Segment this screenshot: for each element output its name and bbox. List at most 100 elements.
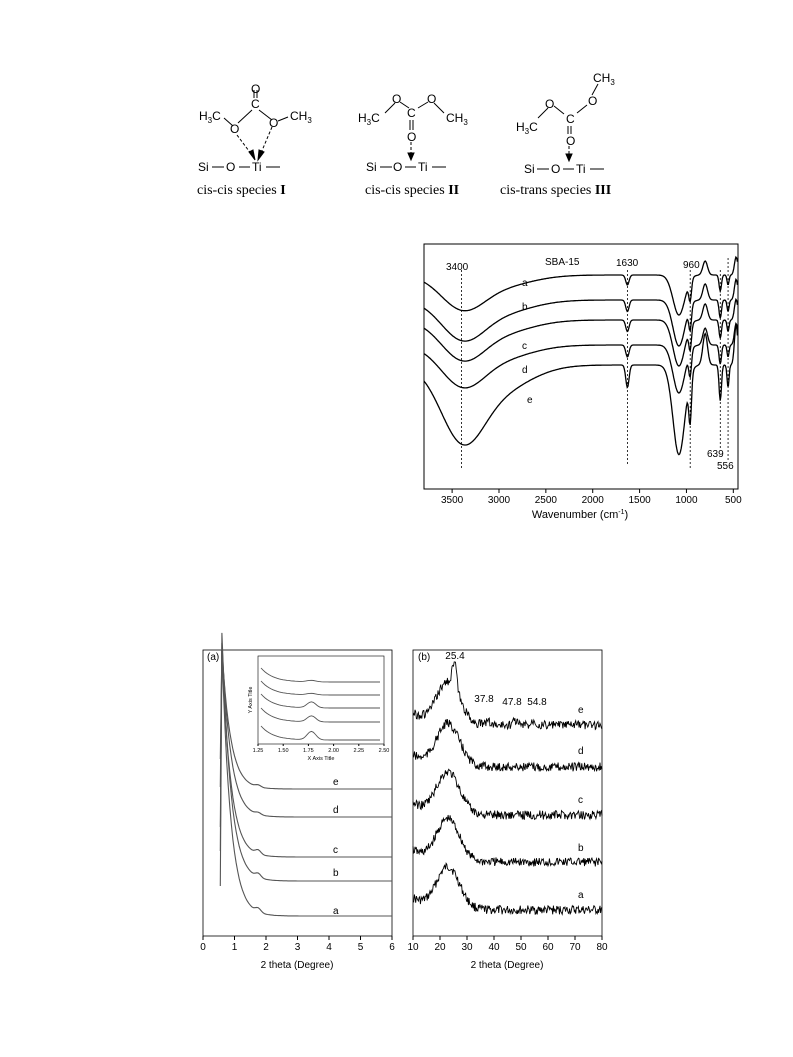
ftir-series-label: e — [527, 395, 533, 406]
ftir-annotation-label: 3400 — [446, 262, 469, 273]
atom-o: O — [566, 134, 575, 148]
xrd-annotation-label: 37.8 — [474, 694, 494, 705]
ftir-xlabel: Wavenumber (cm-1) — [532, 509, 628, 521]
xrd-series-line-d — [412, 718, 603, 773]
saxs-inset: 1.25 1.50 1.75 2.00 2.25 2.50 X Axis Title Y … — [248, 655, 390, 762]
atom-c: C — [566, 112, 575, 126]
atom-o: O — [226, 160, 235, 174]
atom-h3c: H3C — [516, 120, 538, 136]
structure-species-3 — [537, 83, 604, 170]
saxs-series-label: d — [333, 805, 339, 816]
ftir-x-tick-label: 1500 — [628, 495, 651, 506]
xrd-x-tick-label: 20 — [434, 942, 446, 953]
xrd-series-line-c — [412, 768, 603, 821]
xrd-panel-label: (b) — [418, 652, 430, 663]
xrd-series-label: a — [578, 890, 584, 901]
species-caption-2: cis-cis species II — [365, 183, 459, 198]
inset-x-tick-label: 1.75 — [303, 748, 314, 754]
saxs-panel-label: (a) — [207, 652, 219, 663]
xrd-plot-frame — [412, 649, 603, 937]
atom-h3c: H3C — [199, 109, 221, 125]
ftir-x-tick-label: 2500 — [535, 495, 558, 506]
xrd-series-label: b — [578, 843, 584, 854]
ftir-series-label: b — [522, 302, 528, 313]
ftir-x-tick-label: 2000 — [582, 495, 605, 506]
inset-series-line — [260, 667, 380, 683]
ftir-x-tick-label: 3000 — [488, 495, 511, 506]
structure-species-1 — [212, 90, 289, 168]
ftir-title: SBA-15 — [545, 257, 580, 268]
atom-h3c: H3C — [358, 111, 380, 127]
saxs-x-tick-label: 5 — [358, 942, 364, 953]
xrd-series-line-e — [412, 661, 603, 731]
ftir-series-label: d — [522, 365, 528, 376]
inset-x-tick-label: 2.25 — [353, 748, 364, 754]
ftir-series-line-d — [423, 321, 739, 394]
ftir-series-line-a — [423, 255, 739, 316]
atom-o: O — [392, 92, 401, 106]
xrd-x-tick-label: 70 — [569, 942, 581, 953]
ftir-series-line-c — [423, 297, 739, 367]
ftir-annotation-label: 556 — [717, 461, 734, 472]
xrd-annotation-label: 47.8 — [502, 697, 522, 708]
atom-o: O — [407, 130, 416, 144]
saxs-series-label: c — [333, 845, 338, 856]
saxs-x-tick-label: 2 — [263, 942, 269, 953]
saxs-x-tick-label: 3 — [295, 942, 301, 953]
ftir-annotation-label: 960 — [683, 260, 700, 271]
inset-series-line — [260, 725, 380, 741]
saxs-series-label: a — [333, 906, 339, 917]
atom-ti: Ti — [252, 160, 262, 174]
saxs-series-line-b — [219, 632, 392, 882]
atom-o: O — [545, 97, 554, 111]
xrd-annotation-label: 54.8 — [527, 697, 547, 708]
ftir-plot-frame — [423, 243, 739, 490]
atom-si: Si — [366, 160, 377, 174]
inset-x-tick-label: 1.50 — [278, 748, 289, 754]
atom-o: O — [251, 82, 260, 96]
saxs-xlabel: 2 theta (Degree) — [261, 960, 334, 971]
atom-si: Si — [524, 162, 535, 176]
atom-o: O — [588, 94, 597, 108]
structure-species-2-labels: O O C O H3C CH3 Si O Ti cis-cis species … — [358, 92, 468, 198]
atom-c: C — [251, 97, 260, 111]
saxs-series-label: b — [333, 868, 339, 879]
inset-series-line — [260, 707, 380, 723]
atom-ch3: CH3 — [593, 71, 615, 87]
xrd-chart: (b) 10 20 30 40 50 60 70 80 a b c d e 25.4 37.8 47.8 5… — [407, 649, 608, 971]
atom-ti: Ti — [418, 160, 428, 174]
atom-c: C — [407, 106, 416, 120]
structure-species-2 — [380, 101, 446, 168]
saxs-x-tick-label: 6 — [389, 942, 395, 953]
atom-o: O — [427, 92, 436, 106]
ftir-series-line-e — [423, 324, 739, 456]
inset-x-tick-label: 1.25 — [253, 748, 264, 754]
inset-frame — [257, 655, 385, 745]
species-caption-1: cis-cis species I — [197, 183, 286, 198]
inset-ylabel: Y Axis Title — [248, 687, 254, 714]
inset-x-tick-label: 2.50 — [379, 748, 390, 754]
ftir-x-tick-label: 500 — [725, 495, 742, 506]
atom-o: O — [393, 160, 402, 174]
ftir-annotation-label: 639 — [707, 449, 724, 460]
inset-xlabel: X Axis Title — [308, 756, 335, 762]
atom-ti: Ti — [576, 162, 586, 176]
ftir-chart: 3500 3000 2500 2000 1500 1000 500 a b c d e 3400 16… — [423, 243, 742, 521]
saxs-series-line-c — [219, 649, 392, 858]
atom-o: O — [551, 162, 560, 176]
xrd-x-tick-label: 60 — [542, 942, 554, 953]
species-caption-3: cis-trans species III — [500, 183, 611, 198]
ftir-series-label: a — [522, 278, 528, 289]
xrd-x-tick-label: 30 — [461, 942, 473, 953]
xrd-x-tick-label: 50 — [515, 942, 527, 953]
xrd-xlabel: 2 theta (Degree) — [471, 960, 544, 971]
inset-x-tick-label: 2.00 — [328, 748, 339, 754]
inset-series-line — [260, 693, 380, 709]
saxs-series-line-d — [219, 642, 392, 818]
saxs-x-tick-label: 0 — [200, 942, 206, 953]
xrd-series-label: d — [578, 746, 584, 757]
ftir-x-tick-label: 3500 — [441, 495, 464, 506]
xrd-series-label: e — [578, 705, 584, 716]
structure-species-3-labels: CH3 O O C O H3C Si O Ti cis-trans specie… — [500, 71, 615, 198]
